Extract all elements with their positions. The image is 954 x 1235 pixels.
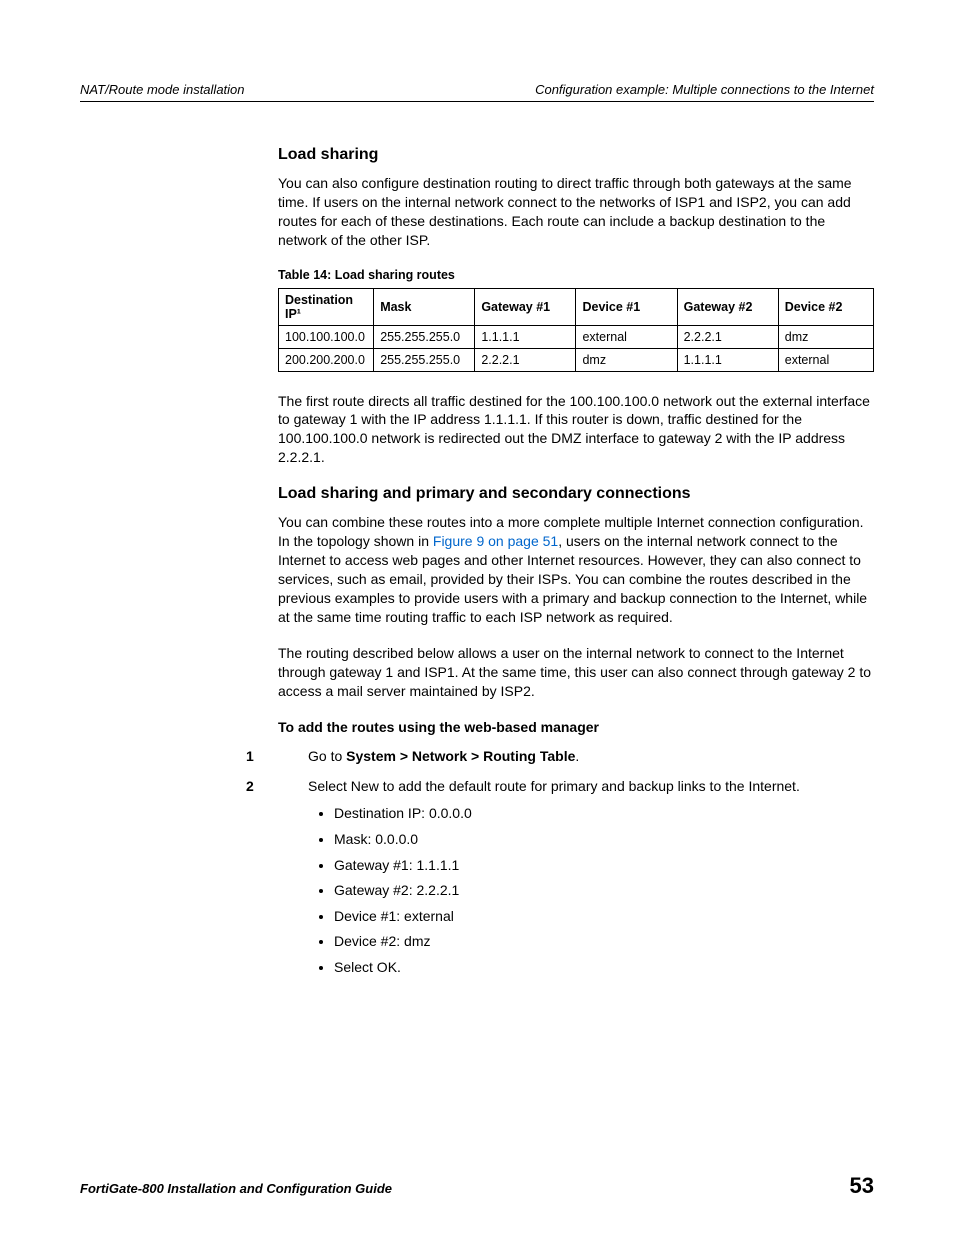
para-routing-desc: The routing described below allows a use… [278,644,874,701]
page-footer: FortiGate-800 Installation and Configura… [80,1173,874,1199]
step-2-bullets: Destination IP: 0.0.0.0 Mask: 0.0.0.0 Ga… [334,804,874,977]
para-combine: You can combine these routes into a more… [278,513,874,626]
page: NAT/Route mode installation Configuratio… [0,0,954,1235]
routes-table: Destination IP¹ Mask Gateway #1 Device #… [278,288,874,372]
steps: Go to System > Network > Routing Table. … [276,747,874,977]
cell: external [576,325,677,348]
list-item: Gateway #1: 1.1.1.1 [334,856,874,876]
text: . [575,748,579,764]
main-content: Load sharing You can also configure dest… [278,146,874,977]
text: Go to [308,748,346,764]
cell: 1.1.1.1 [677,348,778,371]
col-mask: Mask [374,288,475,325]
list-item: Destination IP: 0.0.0.0 [334,804,874,824]
list-item: Device #1: external [334,907,874,927]
page-number: 53 [850,1173,874,1199]
cell: 100.100.100.0 [279,325,374,348]
para-load-sharing: You can also configure destination routi… [278,174,874,250]
col-gateway2: Gateway #2 [677,288,778,325]
col-gateway1: Gateway #1 [475,288,576,325]
para-after-table: The first route directs all traffic dest… [278,392,874,468]
cell: dmz [778,325,873,348]
table-header-row: Destination IP¹ Mask Gateway #1 Device #… [279,288,874,325]
heading-load-sharing: Load sharing [278,146,874,164]
list-item: Gateway #2: 2.2.2.1 [334,881,874,901]
cell: 255.255.255.0 [374,325,475,348]
cell: 255.255.255.0 [374,348,475,371]
heading-load-sharing-primary: Load sharing and primary and secondary c… [278,485,874,503]
cell: 2.2.2.1 [475,348,576,371]
cell: external [778,348,873,371]
list-item: Select OK. [334,958,874,978]
table-row: 200.200.200.0 255.255.255.0 2.2.2.1 dmz … [279,348,874,371]
cell: 200.200.200.0 [279,348,374,371]
list-item: Device #2: dmz [334,932,874,952]
footer-title: FortiGate-800 Installation and Configura… [80,1181,392,1196]
step-1: Go to System > Network > Routing Table. [276,747,874,767]
col-device2: Device #2 [778,288,873,325]
text: Select New to add the default route for … [308,778,800,794]
nav-path: System > Network > Routing Table [346,748,575,764]
cell: dmz [576,348,677,371]
table-caption: Table 14: Load sharing routes [278,268,874,282]
col-dest-ip: Destination IP¹ [279,288,374,325]
running-header: NAT/Route mode installation Configuratio… [80,82,874,102]
figure-link[interactable]: Figure 9 on page 51 [433,533,558,549]
procedure-title: To add the routes using the web-based ma… [278,719,874,735]
step-2: Select New to add the default route for … [276,777,874,978]
col-device1: Device #1 [576,288,677,325]
cell: 1.1.1.1 [475,325,576,348]
cell: 2.2.2.1 [677,325,778,348]
header-left: NAT/Route mode installation [80,82,245,97]
header-right: Configuration example: Multiple connecti… [535,82,874,97]
table-row: 100.100.100.0 255.255.255.0 1.1.1.1 exte… [279,325,874,348]
list-item: Mask: 0.0.0.0 [334,830,874,850]
